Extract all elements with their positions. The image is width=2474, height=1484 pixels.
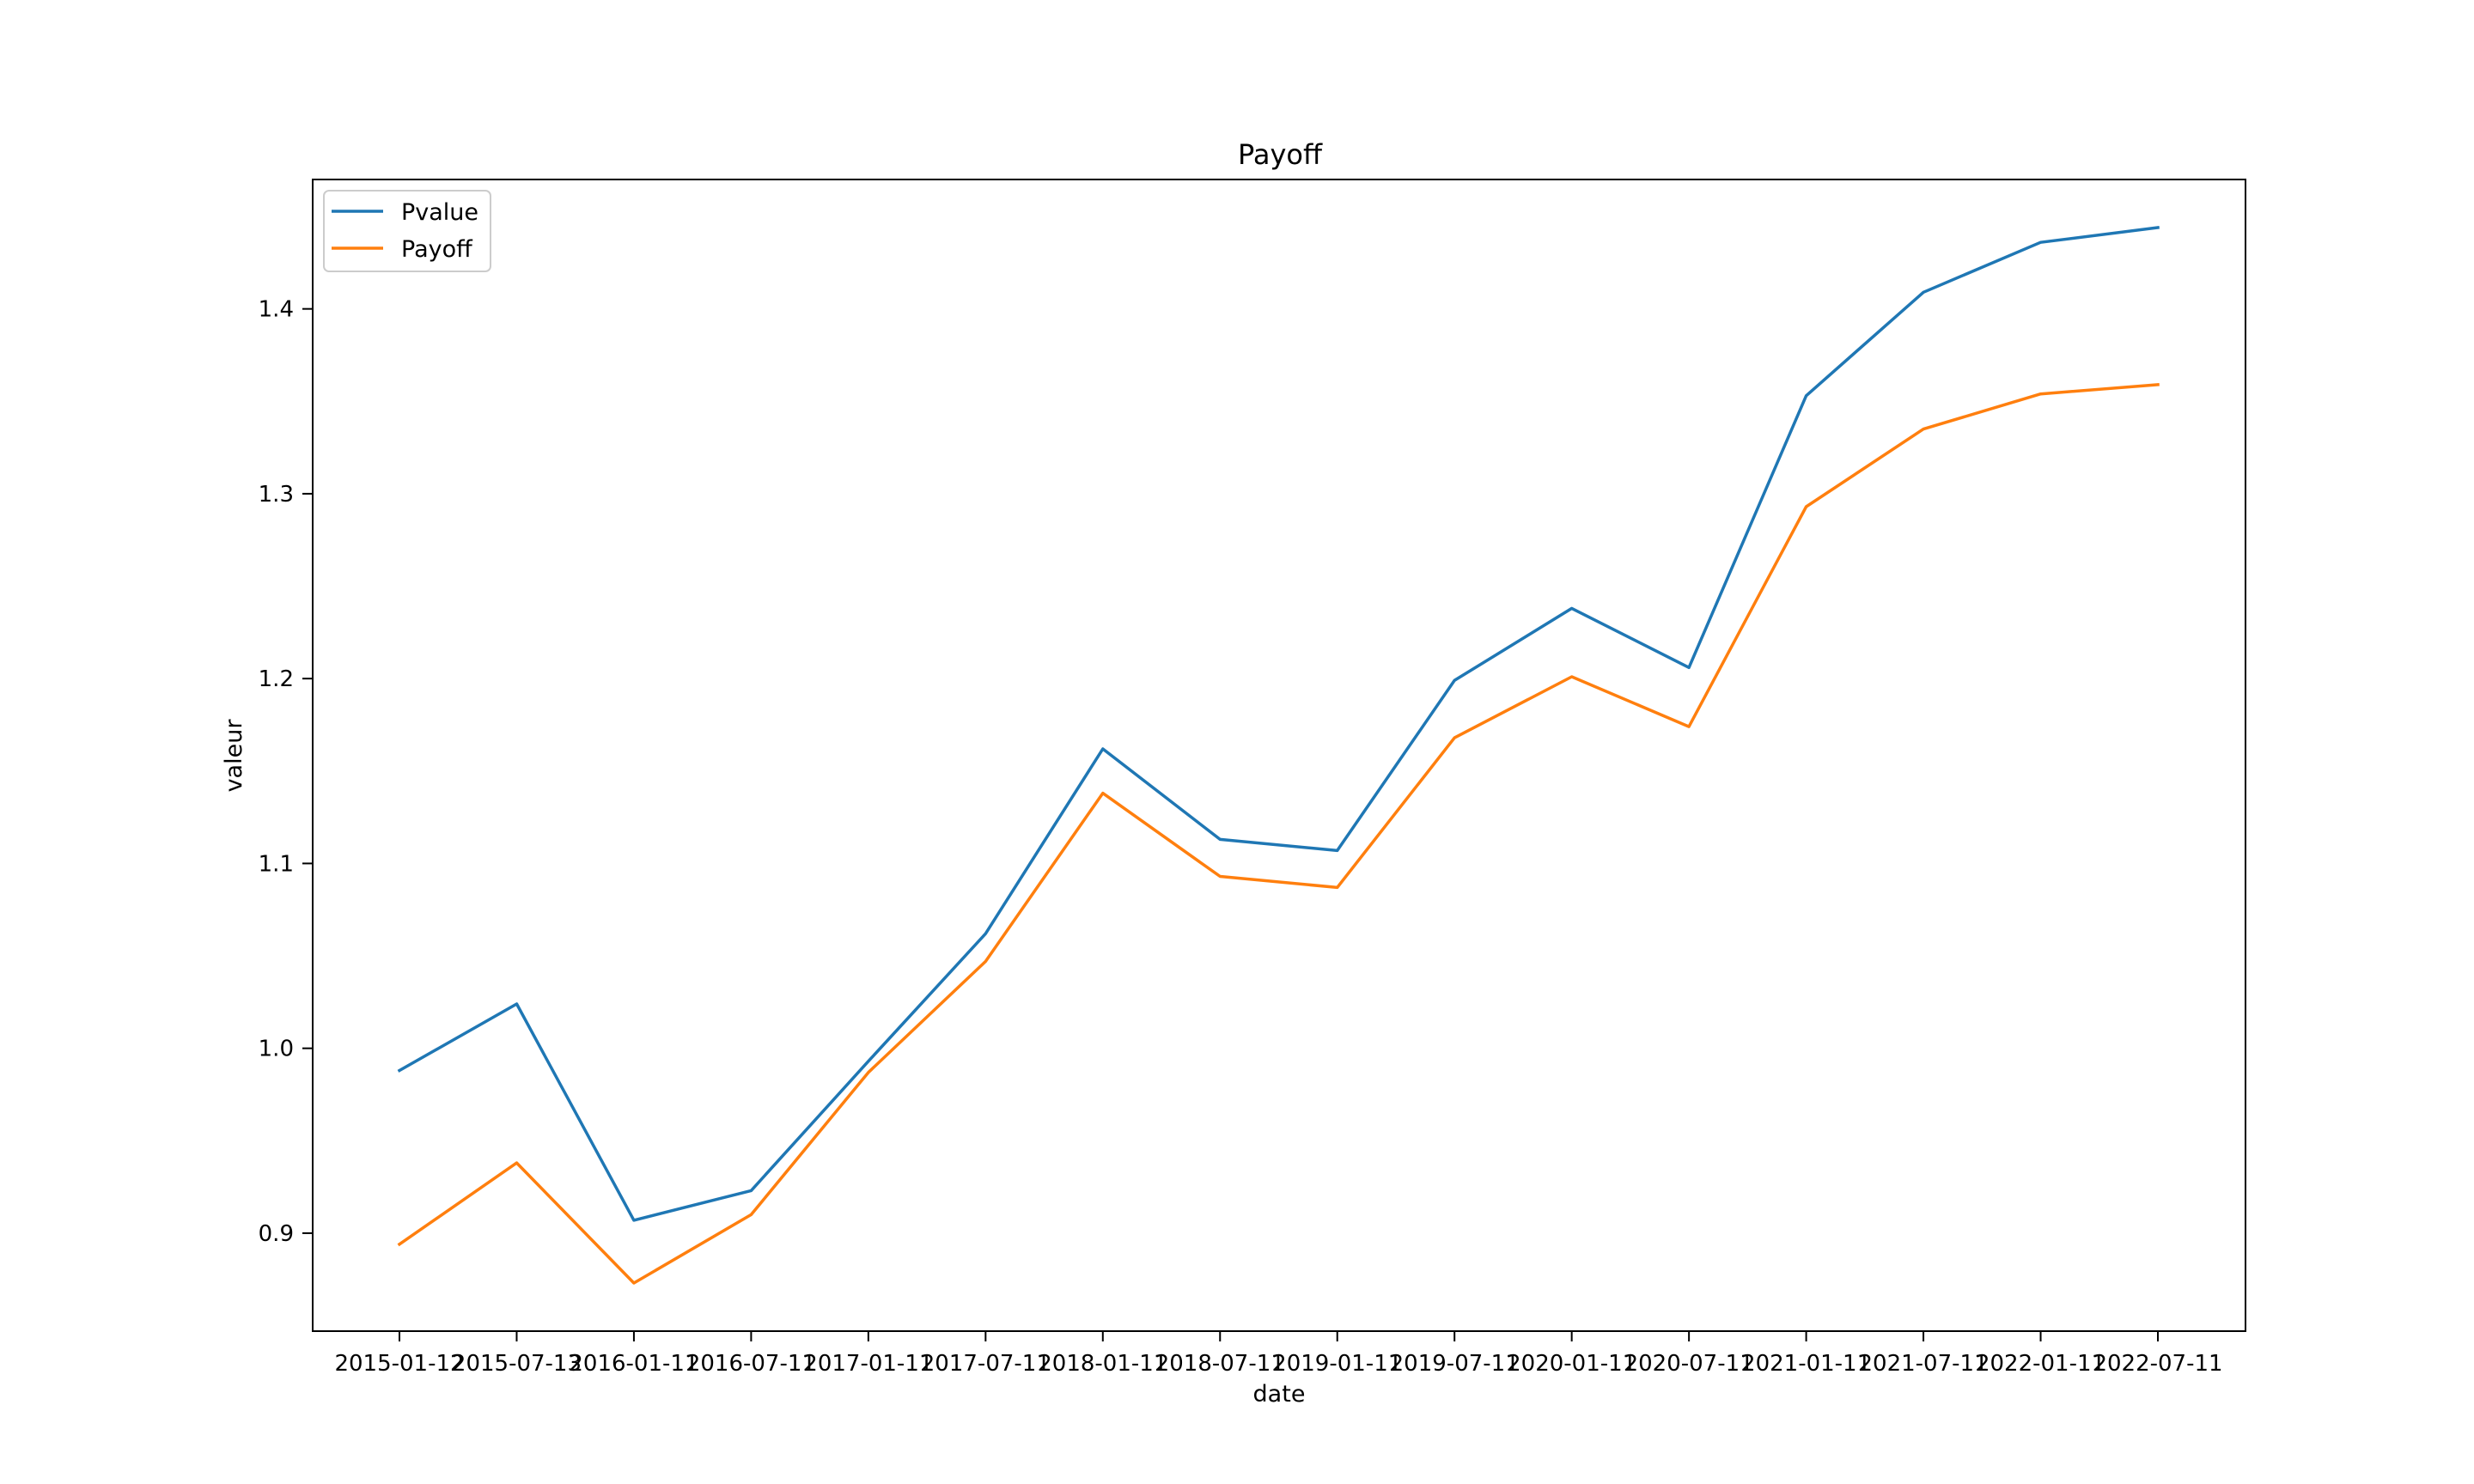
axes-frame	[312, 179, 2246, 1332]
x-tick-label: 2019-07-11	[1390, 1351, 1520, 1377]
y-tick-label: 1.2	[259, 666, 294, 692]
x-tick-label: 2019-01-11	[1272, 1351, 1402, 1377]
chart-title: Payoff	[1238, 138, 1323, 171]
y-tick-label: 1.1	[259, 851, 294, 877]
x-tick-label: 2017-07-11	[921, 1351, 1051, 1377]
x-tick-label: 2015-01-12	[334, 1351, 464, 1377]
legend: Pvalue Payoff	[323, 190, 491, 272]
x-axis: 2015-01-122015-07-132016-01-112016-07-11…	[334, 1331, 2223, 1377]
y-axis: 0.9 1.0 1.1 1.2 1.3 1.4	[259, 297, 313, 1247]
x-tick-label: 2022-07-11	[2093, 1351, 2222, 1377]
x-tick-label: 2021-07-11	[1859, 1351, 1989, 1377]
y-tick-label: 1.0	[259, 1037, 294, 1062]
x-tick-label: 2017-01-11	[803, 1351, 933, 1377]
x-tick-label: 2022-01-11	[1976, 1351, 2105, 1377]
x-tick-label: 2018-07-11	[1155, 1351, 1285, 1377]
x-tick-label: 2015-07-13	[452, 1351, 582, 1377]
x-tick-label: 2018-01-11	[1038, 1351, 1167, 1377]
y-tick-label: 1.3	[259, 482, 294, 508]
series-line-payoff	[397, 383, 2160, 1285]
x-tick-label: 2021-01-11	[1741, 1351, 1871, 1377]
x-tick-label: 2016-01-11	[569, 1351, 698, 1377]
y-axis-label: valeur	[221, 719, 247, 793]
y-tick-label: 1.4	[259, 297, 294, 323]
legend-label-pvalue: Pvalue	[401, 199, 478, 226]
x-tick-label: 2020-07-11	[1624, 1351, 1754, 1377]
plot-area	[397, 226, 2160, 1285]
x-axis-label: date	[1253, 1381, 1306, 1408]
legend-label-payoff: Payoff	[401, 236, 473, 263]
series-line-pvalue	[397, 226, 2160, 1222]
y-tick-label: 0.9	[259, 1221, 294, 1247]
x-tick-label: 2020-01-11	[1507, 1351, 1636, 1377]
x-tick-label: 2016-07-11	[686, 1351, 816, 1377]
